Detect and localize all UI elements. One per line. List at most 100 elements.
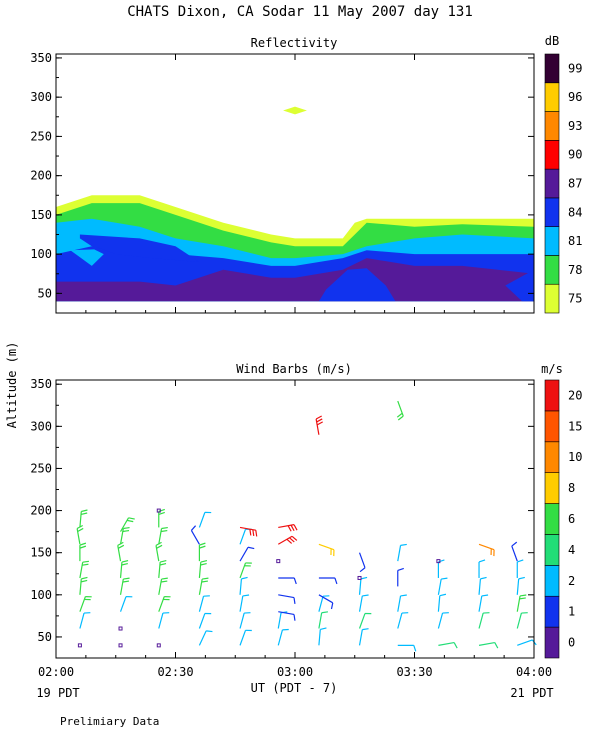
y-tick-label: 150 [30,208,52,222]
wind-barb [79,576,88,595]
x-tick-label: 02:00 [38,665,74,679]
colorbar-label: 99 [568,61,582,75]
colorbar-swatch [544,226,560,256]
wind-barb [437,593,447,612]
wind-calm-marker [276,559,281,564]
wind-barb [397,644,417,652]
wind-calm-marker [118,626,123,631]
wind-barb [277,535,298,545]
y-tick-label: 350 [30,377,52,391]
wind-barb [198,577,209,595]
colorbar-label: 1 [568,605,575,619]
wind-barb [478,612,490,629]
wind-barb [478,559,486,578]
y-tick-label: 100 [30,588,52,602]
wind-barb [318,577,338,585]
wind-barb [239,629,252,646]
wind-barb [358,628,369,646]
wind-barb [397,612,409,629]
colorbar-swatch [544,441,560,473]
reflectivity-axis: 50 100 150 200 250 300 350 [30,51,535,314]
x-axis-label: UT (PDT - 7) [251,681,338,695]
wind-barb [190,525,200,545]
reflectivity-blob-1 [70,249,104,266]
wind-barb [119,596,133,612]
wind-barb [79,612,91,629]
wind-barb [239,576,248,595]
wind-barb [239,562,252,579]
y-tick-label: 150 [30,546,52,560]
y-tick-label: 250 [30,461,52,475]
wind-barb [119,577,130,595]
colorbar-swatch [544,595,560,628]
wind-barb [79,542,87,562]
reflectivity-blob-0 [79,234,200,262]
wind-barb [158,612,170,629]
wind-barb [517,639,537,646]
wind-barb [278,594,296,604]
wind-barb [239,526,258,537]
end-date-label: 21 PDT [510,686,553,700]
wind-calm-marker [156,508,161,513]
wind-barb [158,596,171,612]
colorbar-label: 87 [568,177,582,191]
colorbar-label: 84 [568,205,582,219]
colorbar-label: 96 [568,90,582,104]
y-tick-label: 300 [30,90,52,104]
wind-barb [437,612,449,629]
wind-barb [358,576,368,595]
wind-barb [437,577,448,595]
colorbar-swatch [544,379,560,412]
colorbar-label: 8 [568,481,575,495]
wind-barb [277,628,289,646]
wind-barb [198,559,208,579]
y-tick-label: 350 [30,51,52,65]
colorbar-swatch [544,82,560,112]
wind-barbs [76,400,537,652]
wind-calm-marker [357,575,362,580]
wind-barb [198,630,213,646]
x-tick-label: 04:00 [516,665,552,679]
colorbar-swatch [544,565,560,597]
reflectivity-title: Reflectivity [251,36,338,50]
wind-barb [478,641,499,649]
colorbar-swatch [544,283,560,314]
colorbar-label: 4 [568,543,575,557]
colorbar-label: 2 [568,574,575,588]
wind-barb [358,612,372,629]
colorbar-label: 81 [568,234,582,248]
wind-barb [511,541,518,562]
wind-barb [278,577,297,585]
wind-barb [239,594,250,612]
reflectivity-patch-4 [283,106,307,115]
figure-title: CHATS Dixon, CA Sodar 11 May 2007 day 13… [127,4,473,20]
wind-barb [516,594,527,612]
wind-barb [397,594,407,612]
wind-barb [278,611,296,621]
wind-barb [396,400,404,421]
wind-barb [516,559,524,578]
wind-barb [198,511,212,528]
wind-barb [397,567,404,587]
colorbar-label: 78 [568,263,582,277]
wind-barb [277,611,288,629]
colorbar-swatch [544,410,560,443]
wind-barb [358,552,366,573]
wind-barb [397,543,407,562]
wind-calm-marker [118,643,123,648]
colorbar-swatch [544,168,560,199]
wind-barb [79,509,88,528]
wind-barb [438,641,458,649]
x-tick-label: 02:30 [157,665,193,679]
y-tick-label: 200 [30,169,52,183]
wind-barb [79,560,90,579]
wind-barb [198,612,212,629]
wind-barb [76,524,84,545]
wind-barb [239,612,251,629]
wind-barb [155,541,163,562]
colorbar-label: 0 [568,636,575,650]
colorbar-swatch [544,503,560,535]
wind-barb [478,594,489,612]
colorbar-swatch [544,197,560,227]
